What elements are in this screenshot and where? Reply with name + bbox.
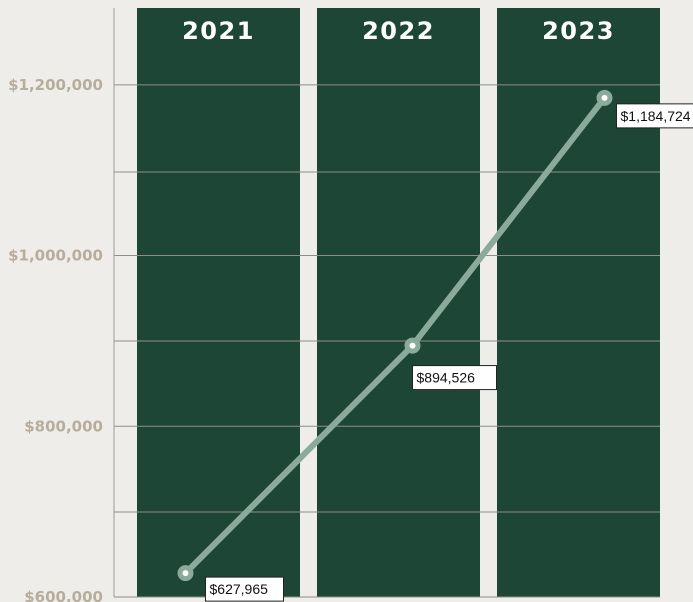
column-2023: [497, 8, 660, 597]
y-axis: $600,000 $800,000 $1,000,000 $1,200,000: [8, 8, 115, 602]
data-label-box: [205, 576, 284, 602]
data-label: $627,965: [210, 581, 269, 597]
category-label-2022: 2022: [362, 17, 435, 45]
data-label: $1,184,724: [621, 108, 691, 124]
data-labels: $627,965 $894,526 $1,184,724: [205, 103, 693, 602]
category-label-2021: 2021: [182, 17, 255, 45]
column-2021: [137, 8, 300, 597]
data-label-box: [616, 103, 693, 129]
gridlines: [114, 84, 660, 598]
year-columns: 2021 2022 2023: [137, 8, 660, 597]
data-point-center: [182, 570, 189, 577]
y-tick-label: $600,000: [24, 588, 103, 602]
y-tick-label: $1,200,000: [8, 76, 103, 94]
data-label-box: [412, 365, 497, 391]
series-line: [177, 89, 613, 582]
data-point-center: [601, 94, 608, 101]
data-point-center: [409, 342, 416, 349]
category-label-2023: 2023: [542, 17, 615, 45]
y-tick-label: $800,000: [24, 417, 103, 435]
data-label: $894,526: [417, 370, 476, 386]
y-tick-label: $1,000,000: [8, 247, 103, 265]
column-2022: [317, 8, 480, 597]
